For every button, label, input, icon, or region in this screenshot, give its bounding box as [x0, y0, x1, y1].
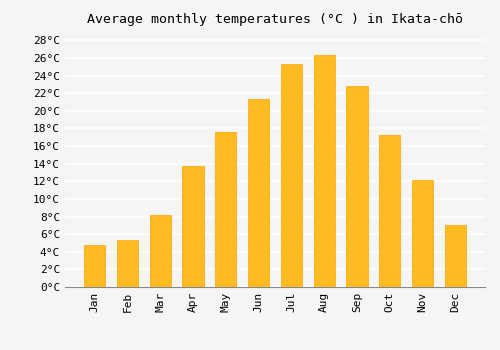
Bar	[215, 132, 236, 287]
Title: Average monthly temperatures (°C ) in Ikata-chō: Average monthly temperatures (°C ) in Ik…	[87, 13, 463, 26]
Bar	[346, 86, 368, 287]
Bar	[444, 225, 466, 287]
Bar	[182, 166, 204, 287]
Bar	[314, 55, 335, 287]
Bar	[248, 99, 270, 287]
Bar	[84, 245, 106, 287]
Bar	[117, 240, 138, 287]
Bar	[379, 135, 400, 287]
Bar	[412, 180, 433, 287]
Bar	[150, 215, 171, 287]
Bar	[280, 64, 302, 287]
